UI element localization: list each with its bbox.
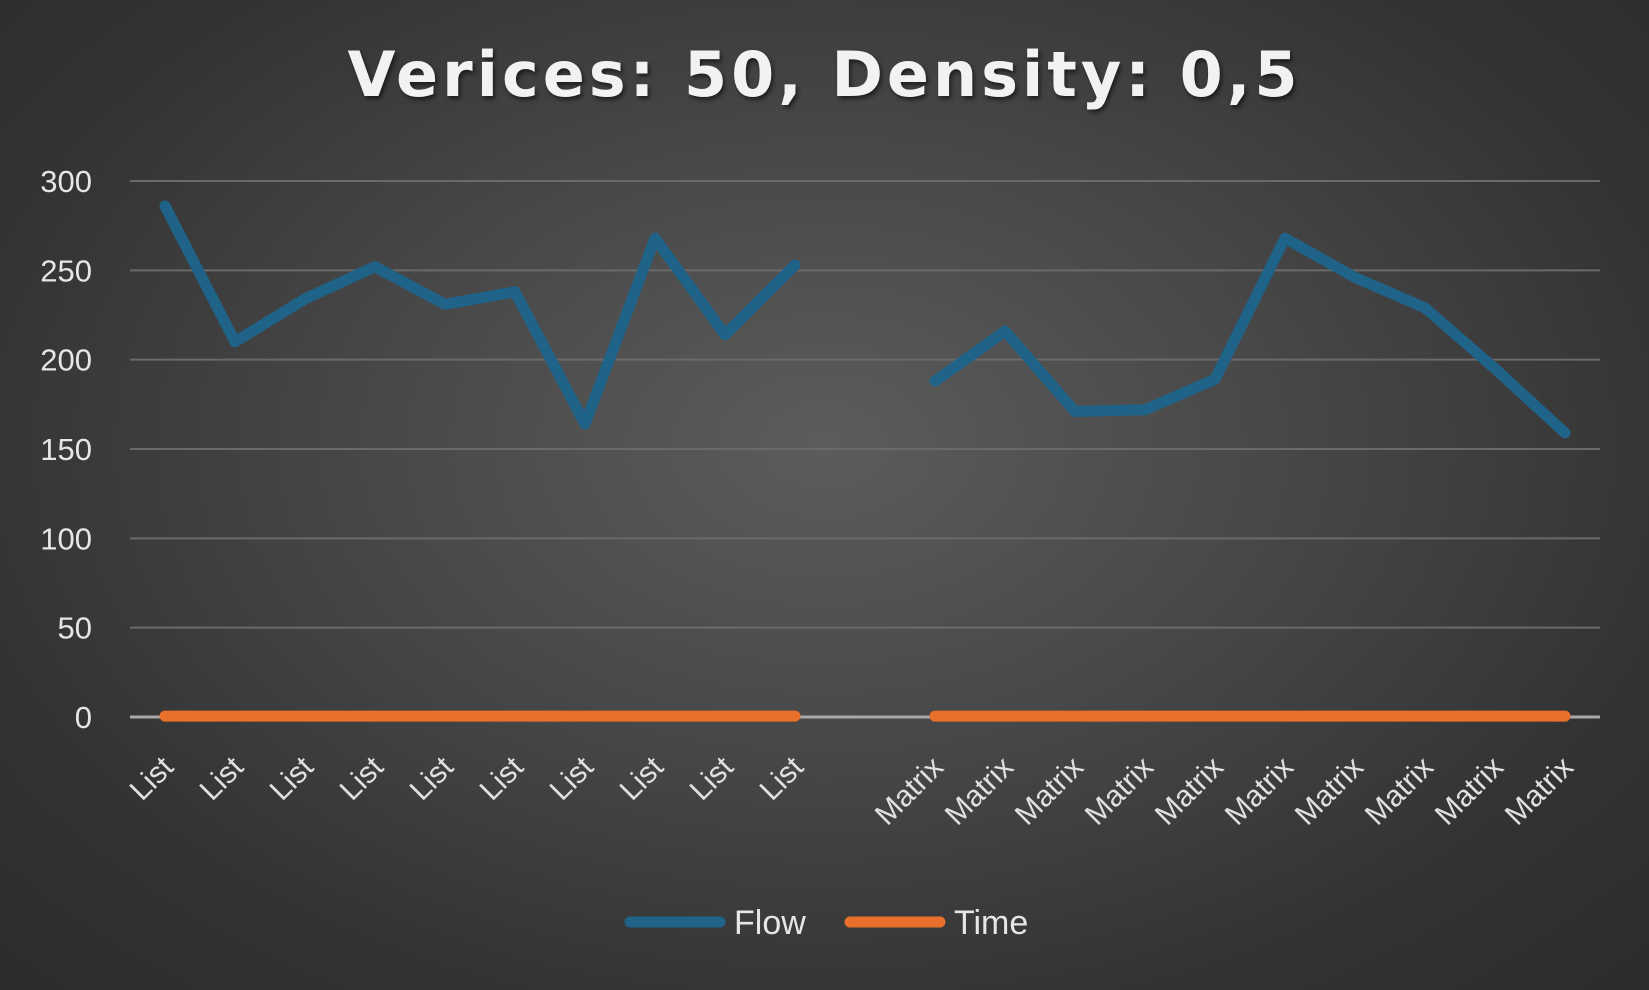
x-tick-label: Matrix — [1009, 751, 1090, 832]
data-point-flow — [723, 333, 727, 337]
data-point-time — [303, 714, 307, 718]
series-line-flow — [929, 232, 1571, 439]
x-tick-label: List — [194, 750, 251, 807]
data-point-flow — [513, 290, 517, 294]
x-tick-label: List — [544, 750, 601, 807]
data-point-time — [583, 714, 587, 718]
data-point-time — [513, 714, 517, 718]
data-point-time — [1143, 714, 1147, 718]
x-tick-label: Matrix — [1289, 751, 1370, 832]
data-point-flow — [233, 340, 237, 344]
x-tick-label: List — [474, 750, 531, 807]
chart-title: Verices: 50, Density: 0,5 — [347, 38, 1302, 111]
x-tick-label: List — [404, 750, 461, 807]
y-tick-label: 50 — [58, 611, 92, 646]
legend-label-time: Time — [954, 904, 1028, 942]
legend-label-flow: Flow — [734, 904, 806, 942]
data-point-flow — [303, 297, 307, 301]
x-tick-label: List — [614, 750, 671, 807]
x-tick-label: Matrix — [1079, 751, 1160, 832]
data-point-flow — [583, 422, 587, 426]
data-point-flow — [793, 263, 797, 267]
y-tick-label: 300 — [40, 164, 92, 199]
y-tick-label: 100 — [40, 521, 92, 556]
data-point-flow — [163, 204, 167, 208]
x-tick-label: Matrix — [1499, 751, 1580, 832]
data-point-time — [1353, 714, 1357, 718]
data-point-flow — [933, 379, 937, 383]
x-tick-label: Matrix — [1429, 751, 1510, 832]
x-tick-label: Matrix — [1149, 751, 1230, 832]
data-point-time — [1563, 714, 1567, 718]
y-tick-label: 0 — [75, 700, 92, 735]
x-tick-label: List — [334, 750, 391, 807]
data-point-flow — [373, 265, 377, 269]
x-tick-label: Matrix — [1359, 751, 1440, 832]
data-point-time — [793, 714, 797, 718]
data-point-time — [1423, 714, 1427, 718]
data-point-time — [1493, 714, 1497, 718]
data-point-flow — [1003, 329, 1007, 333]
series-line-flow — [159, 200, 801, 430]
data-point-time — [373, 714, 377, 718]
data-point-flow — [1493, 367, 1497, 371]
data-point-flow — [1213, 377, 1217, 381]
y-tick-label: 200 — [40, 343, 92, 378]
x-tick-label: List — [264, 750, 321, 807]
data-point-time — [163, 714, 167, 718]
x-tick-label: List — [684, 750, 741, 807]
data-point-time — [653, 714, 657, 718]
data-point-flow — [1073, 409, 1077, 413]
data-point-time — [723, 714, 727, 718]
x-tick-label: List — [754, 750, 811, 807]
x-tick-label: List — [124, 750, 181, 807]
x-tick-label: Matrix — [1219, 751, 1300, 832]
data-point-time — [1003, 714, 1007, 718]
x-tick-label: Matrix — [939, 751, 1020, 832]
data-point-flow — [1423, 306, 1427, 310]
data-point-time — [443, 714, 447, 718]
data-point-flow — [1563, 431, 1567, 435]
data-point-flow — [1353, 275, 1357, 279]
data-point-flow — [443, 302, 447, 306]
x-tick-label: Matrix — [869, 751, 950, 832]
data-point-flow — [1143, 408, 1147, 412]
data-point-flow — [1283, 236, 1287, 240]
data-point-time — [1073, 714, 1077, 718]
y-tick-label: 250 — [40, 253, 92, 288]
data-point-time — [1213, 714, 1217, 718]
data-point-time — [233, 714, 237, 718]
y-tick-label: 150 — [40, 432, 92, 467]
data-point-flow — [653, 236, 657, 240]
data-point-time — [1283, 714, 1287, 718]
data-point-time — [933, 714, 937, 718]
